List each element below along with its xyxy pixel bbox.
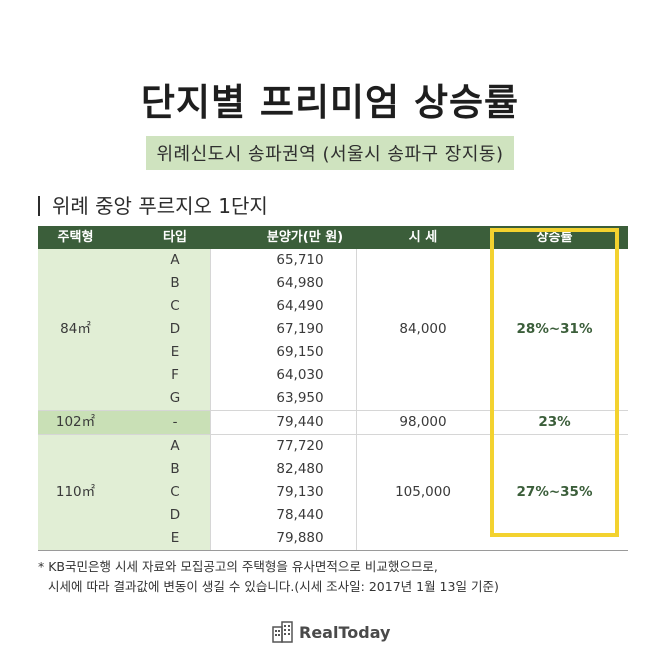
type-cell: C bbox=[170, 484, 180, 500]
premium-table: 주택형 타입 분양가(만 원) 시 세 상승률 84㎡ A B C D E F … bbox=[38, 226, 628, 551]
col-divider bbox=[356, 249, 357, 550]
price-cell: 67,190 bbox=[276, 321, 324, 337]
header-type: 타입 bbox=[163, 230, 187, 245]
price-cell: 65,710 bbox=[276, 252, 324, 268]
section-heading: 위례 중앙 푸르지오 1단지 bbox=[38, 190, 268, 219]
type-cell: C bbox=[170, 298, 180, 314]
type-cell: B bbox=[170, 275, 180, 291]
type-cell: E bbox=[170, 344, 180, 360]
page-title: 단지별 프리미엄 상승률 bbox=[140, 81, 520, 124]
type-cell: A bbox=[170, 252, 180, 268]
type-cell: B bbox=[170, 461, 180, 477]
subtitle-container: 위례신도시 송파권역 (서울시 송파구 장지동) bbox=[0, 136, 660, 170]
realtoday-logo: RealToday bbox=[272, 618, 390, 646]
group-84-bg bbox=[38, 249, 210, 410]
header-price: 분양가(만 원) bbox=[266, 230, 344, 245]
header-market: 시 세 bbox=[408, 230, 438, 245]
price-cell: 78,440 bbox=[276, 507, 324, 523]
market-price-cell: 105,000 bbox=[395, 484, 451, 500]
type-cell: D bbox=[169, 507, 181, 523]
rate-cell: 23% bbox=[538, 414, 571, 430]
row-divider bbox=[38, 550, 628, 551]
col-divider bbox=[210, 249, 211, 550]
price-cell: 64,490 bbox=[276, 298, 324, 314]
price-cell: 63,950 bbox=[276, 390, 324, 406]
group-110-bg bbox=[38, 435, 210, 550]
price-cell: 77,720 bbox=[276, 438, 324, 454]
rate-cell: 27%~35% bbox=[516, 484, 593, 500]
price-cell: 64,030 bbox=[276, 367, 324, 383]
type-cell: D bbox=[169, 321, 181, 337]
header-rate: 상승률 bbox=[536, 230, 573, 245]
price-cell: 64,980 bbox=[276, 275, 324, 291]
type-cell: G bbox=[169, 390, 181, 406]
subtitle: 위례신도시 송파권역 (서울시 송파구 장지동) bbox=[146, 136, 514, 170]
footnote: * KB국민은행 시세 자료와 모집공고의 주택형을 유사면적으로 비교했으므로… bbox=[38, 557, 499, 597]
type-cell: A bbox=[170, 438, 180, 454]
type-cell: F bbox=[171, 367, 179, 383]
header-size: 주택형 bbox=[57, 230, 94, 245]
group-size: 84㎡ bbox=[60, 321, 91, 337]
type-cell: - bbox=[172, 414, 178, 430]
group-102-bg bbox=[38, 411, 210, 434]
price-cell: 69,150 bbox=[276, 344, 324, 360]
rate-highlight-box bbox=[490, 228, 619, 537]
group-size: 102㎡ bbox=[55, 414, 96, 430]
logo-text: RealToday bbox=[299, 622, 391, 642]
footnote-line: * KB국민은행 시세 자료와 모집공고의 주택형을 유사면적으로 비교했으므로… bbox=[38, 559, 438, 574]
row-divider bbox=[38, 434, 628, 435]
rate-cell: 28%~31% bbox=[516, 321, 593, 337]
table-header: 주택형 타입 분양가(만 원) 시 세 상승률 bbox=[38, 226, 628, 249]
market-price-cell: 98,000 bbox=[399, 414, 447, 430]
type-cell: E bbox=[170, 530, 180, 546]
price-cell: 79,880 bbox=[276, 530, 324, 546]
group-size: 110㎡ bbox=[55, 484, 96, 500]
price-cell: 82,480 bbox=[276, 461, 324, 477]
price-cell: 79,130 bbox=[276, 484, 324, 500]
building-icon bbox=[272, 621, 293, 643]
section-title: 위례 중앙 푸르지오 1단지 bbox=[52, 194, 268, 218]
footnote-line: 시세에 따라 결과값에 변동이 생길 수 있습니다.(시세 조사일: 2017년… bbox=[48, 579, 499, 594]
price-cell: 79,440 bbox=[276, 414, 324, 430]
section-bar bbox=[38, 196, 40, 216]
market-price-cell: 84,000 bbox=[399, 321, 447, 337]
row-divider bbox=[38, 410, 628, 411]
